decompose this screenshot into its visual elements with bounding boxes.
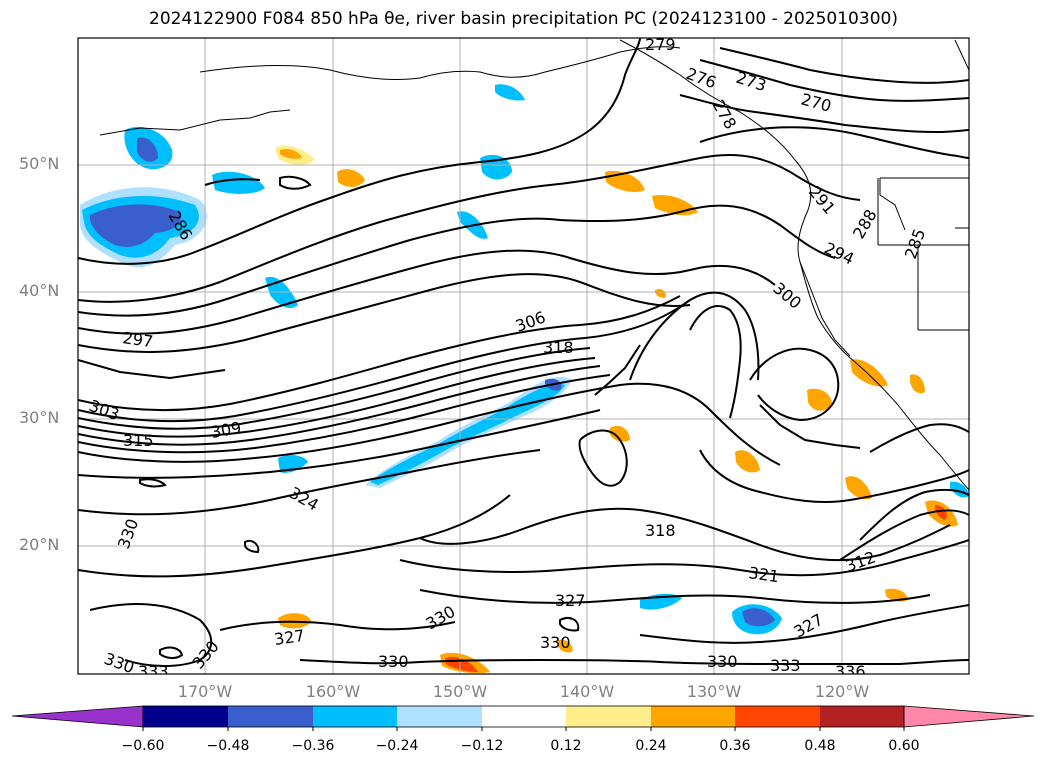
colorbar-segment [651, 706, 735, 727]
theta-e-contours [78, 38, 969, 667]
colorbar-segment [482, 706, 566, 727]
latitude-label: 30°N [19, 408, 60, 427]
colorbar-segment [143, 706, 228, 727]
colorbar-tick-label: 0.24 [635, 738, 667, 754]
colorbar-tick-label: −0.36 [291, 738, 335, 754]
longitude-label: 140°W [559, 682, 615, 701]
longitude-label: 120°W [814, 682, 870, 701]
contour-label: 318 [543, 338, 574, 357]
longitude-label: 150°W [432, 682, 488, 701]
contour-label: 318 [645, 521, 676, 540]
colorbar-tick-label: 0.48 [804, 738, 836, 754]
contour-label: 279 [645, 35, 676, 54]
colorbar-tick-label: −0.24 [375, 738, 419, 754]
contour-label: 330 [540, 633, 571, 652]
colorbar-segment [566, 706, 651, 727]
colorbar-tick-label: 0.36 [719, 738, 751, 754]
colorbar-tick-label: 0.12 [550, 738, 582, 754]
colorbar-tick-label: −0.48 [206, 738, 250, 754]
colorbar-segment [820, 706, 904, 727]
contour-label: 327 [273, 626, 306, 649]
colorbar-segment [228, 706, 313, 727]
colorbar-segment [313, 706, 397, 727]
contour-label: 333 [770, 656, 801, 675]
contour-label: 336 [835, 662, 866, 681]
contour-label: 333 [138, 662, 169, 681]
longitude-label: 160°W [305, 682, 361, 701]
colorbar-tick-label: −0.60 [121, 738, 165, 754]
map-area: 279 276 273 270 278 291 294 288 285 300 … [78, 35, 969, 681]
colorbar-tick-label: −0.12 [460, 738, 504, 754]
latitude-label: 40°N [19, 281, 60, 300]
map-gridlines [78, 38, 969, 674]
latitude-label: 20°N [19, 535, 60, 554]
map-frame [77, 37, 970, 675]
positive-pc-shading [275, 145, 958, 674]
contour-label: 315 [123, 431, 154, 450]
map-title: 2024122900 F084 850 hPa θe, river basin … [149, 9, 898, 29]
colorbar [11, 705, 1035, 731]
latitude-label: 50°N [19, 154, 60, 173]
colorbar-segment [397, 706, 482, 727]
colorbar-extend-high [903, 705, 1035, 728]
colorbar-segment [735, 706, 820, 727]
longitude-label: 130°W [686, 682, 742, 701]
coastlines [99, 39, 969, 491]
contour-label: 330 [378, 652, 409, 671]
contour-label: 321 [747, 563, 780, 586]
colorbar-extend-low [11, 705, 144, 728]
contour-label: 297 [121, 328, 154, 351]
contour-label: 330 [707, 652, 738, 671]
longitude-label: 170°W [177, 682, 233, 701]
colorbar-tick-label: 0.60 [888, 738, 920, 754]
contour-label: 327 [555, 591, 586, 610]
